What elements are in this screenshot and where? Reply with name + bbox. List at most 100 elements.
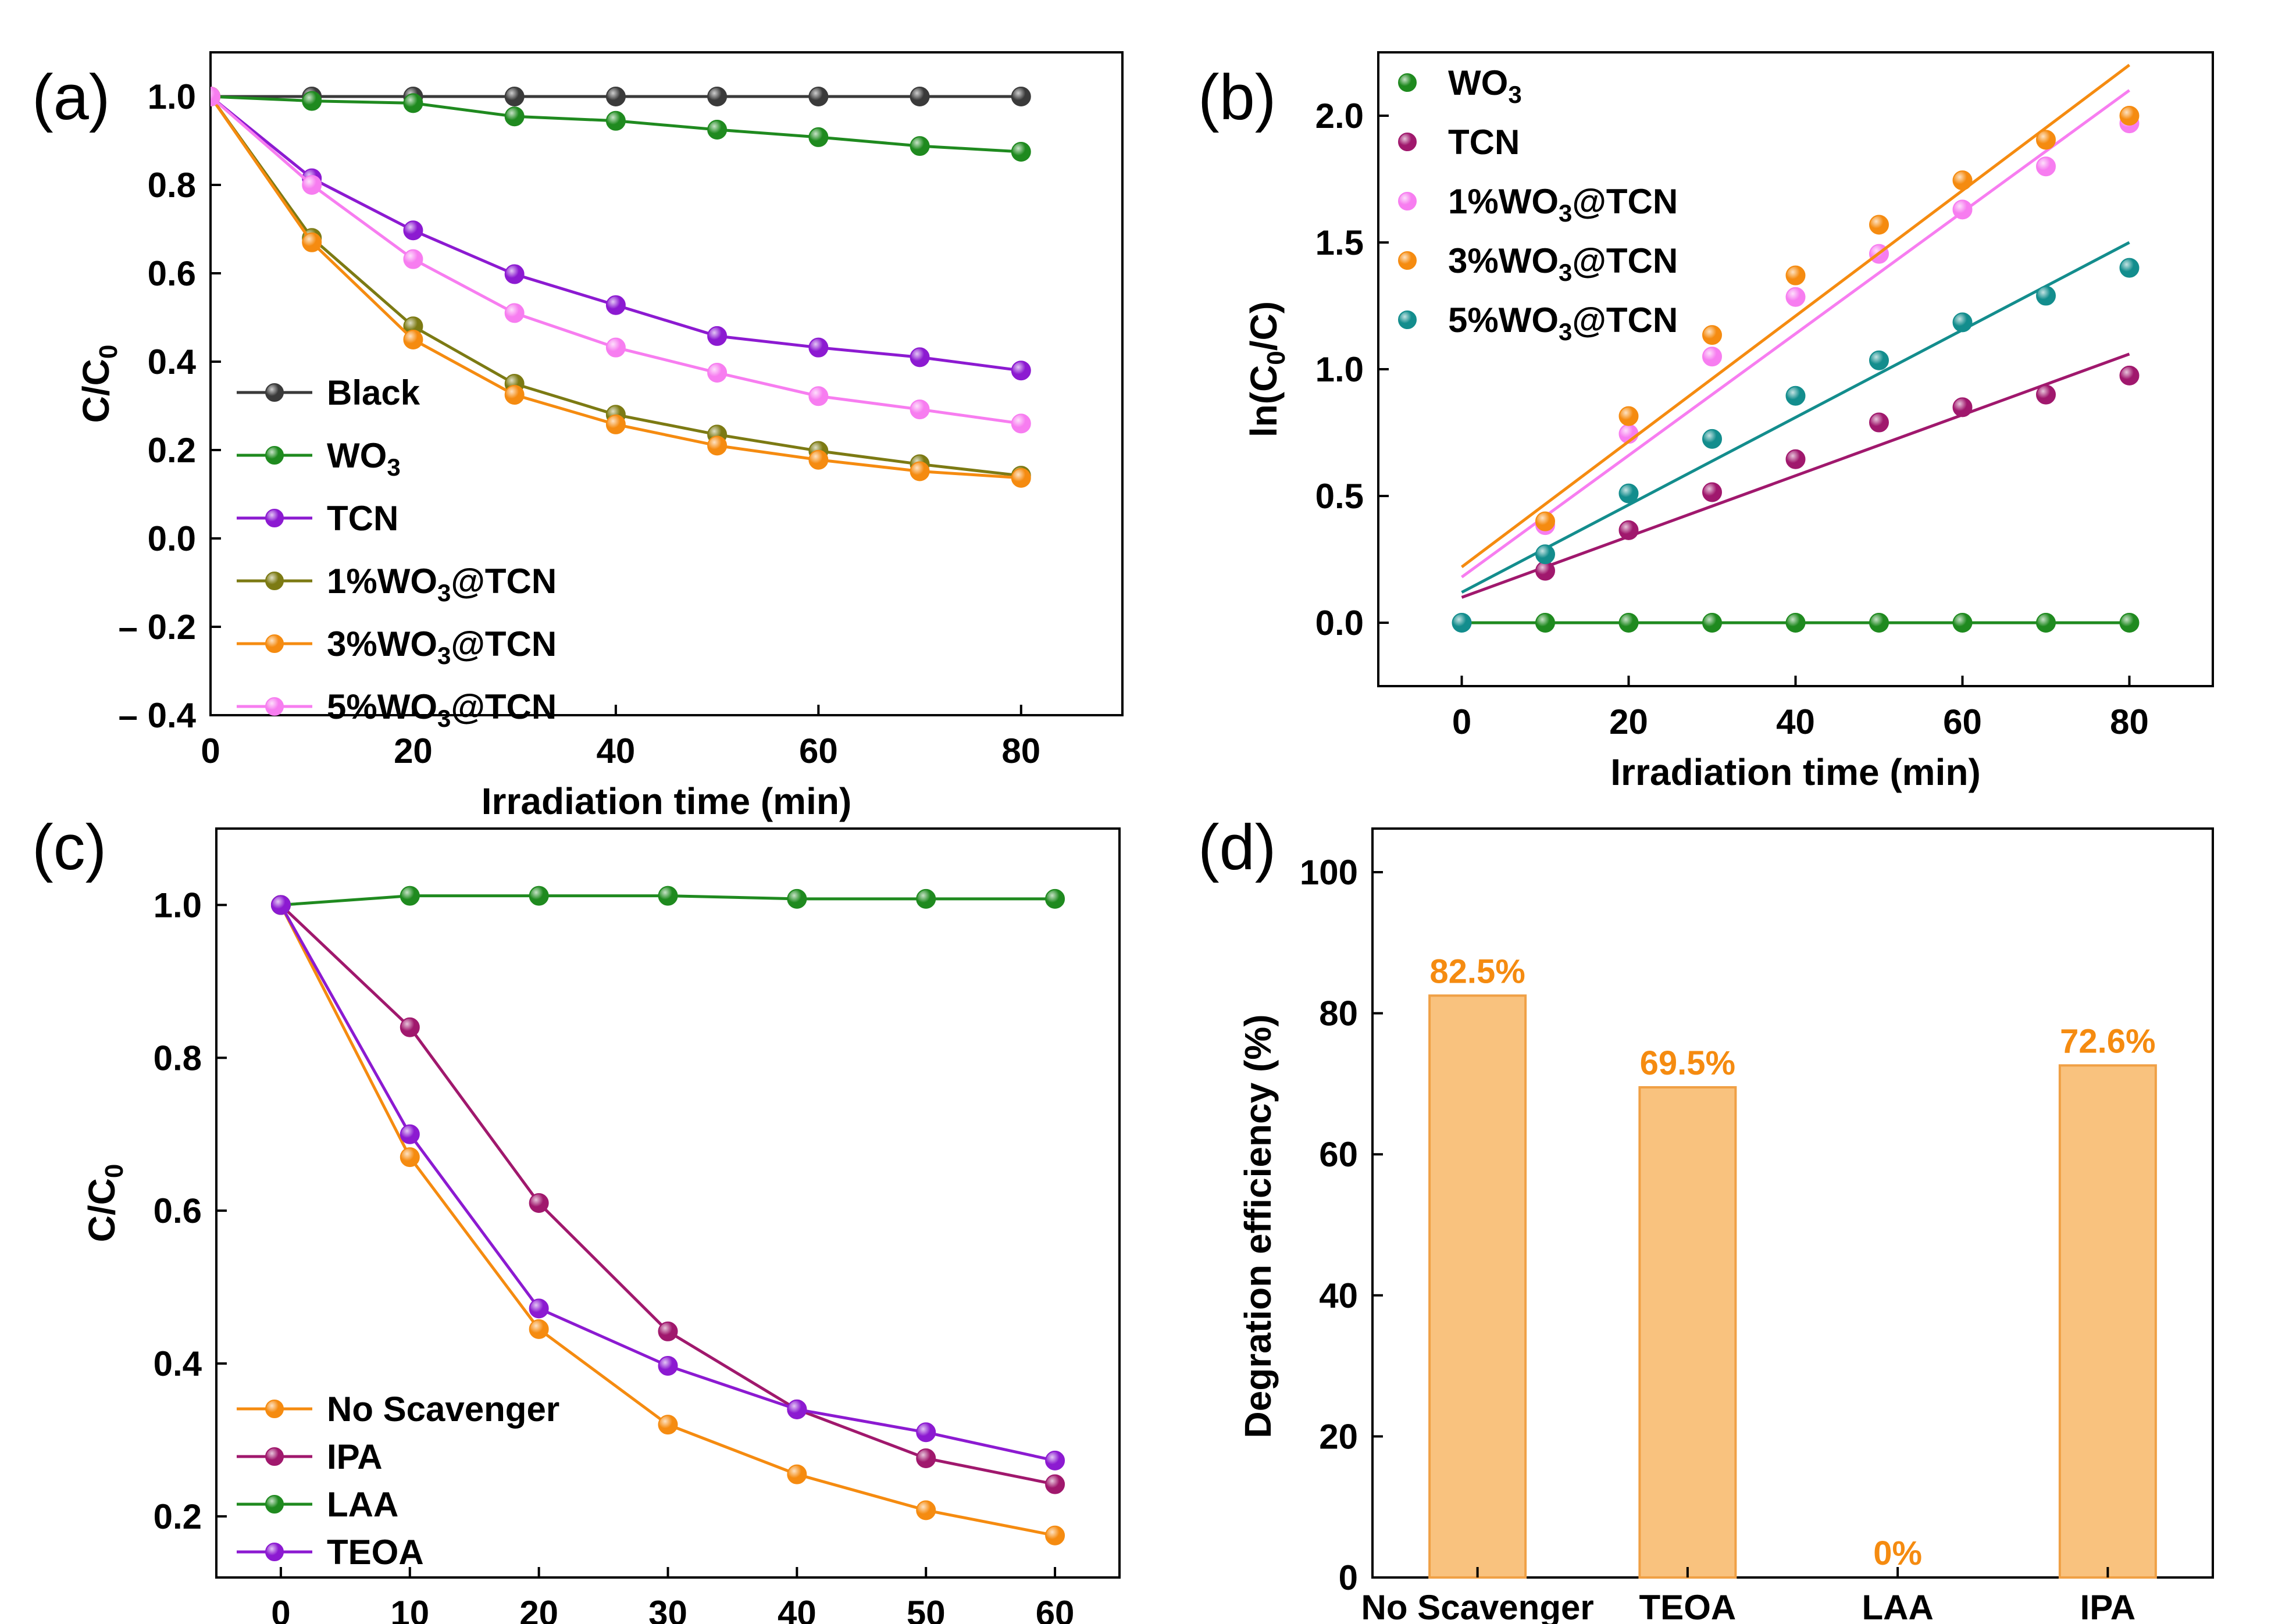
legend-label-main: No Scavenger <box>327 1390 559 1429</box>
legend-item-Black: Black <box>237 373 420 412</box>
legend-label-main: WO <box>327 436 387 475</box>
data-point <box>1702 347 1722 367</box>
series-Black <box>211 87 1031 106</box>
data-point <box>1535 613 1555 633</box>
y-axis-title-main: ln(C <box>1243 365 1285 437</box>
data-point <box>400 886 420 906</box>
legend-label: 1%WO3@TCN <box>1448 182 1678 227</box>
data-point <box>707 363 728 383</box>
x-tick-label: 20 <box>1609 702 1648 741</box>
legend-label-main: TEOA <box>327 1533 424 1572</box>
legend-label-main: TCN <box>327 499 398 538</box>
legend-marker <box>265 1543 284 1561</box>
data-point <box>302 232 322 252</box>
legend: No Scavenger IPA LAA TEOA <box>237 1390 559 1572</box>
x-tick-label: 50 <box>907 1594 946 1624</box>
legend-marker <box>1398 192 1417 210</box>
data-point <box>605 414 626 434</box>
x-tick-label: 60 <box>1036 1594 1075 1624</box>
legend-label: WO3 <box>327 436 401 481</box>
data-point <box>605 295 626 315</box>
data-point <box>605 87 626 106</box>
bar <box>1428 994 1527 1579</box>
data-point <box>302 175 322 195</box>
legend-label-main: Black <box>327 373 420 412</box>
legend-label-main: IPA <box>327 1437 383 1476</box>
x-tick-label: LAA <box>1862 1588 1933 1624</box>
x-tick-label: 60 <box>799 731 838 770</box>
y-tick-label: 0.0 <box>1315 604 1364 643</box>
panel-b: (b) 0.0 0.5 1.0 1.5 2.0 0 20 40 60 80 Irradiation t… <box>1198 51 2214 793</box>
bar-group-LAA: 0% LAA <box>1862 1534 1933 1624</box>
data-point <box>403 330 423 349</box>
plot-area <box>1452 63 2140 633</box>
panel-label: (d) <box>1198 812 1276 883</box>
legend-label-main: 3%WO <box>327 624 437 663</box>
data-point <box>400 1147 420 1168</box>
data-point <box>658 886 678 906</box>
data-point <box>1618 406 1639 426</box>
data-point <box>1785 287 1806 307</box>
data-point <box>2036 285 2056 306</box>
panel-label: (c) <box>32 812 106 883</box>
data-point <box>1702 429 1722 449</box>
legend-label: 5%WO3@TCN <box>1448 301 1678 345</box>
data-point <box>1618 483 1639 504</box>
data-point <box>2119 365 2140 386</box>
y-tick-label: 0 <box>1339 1558 1358 1597</box>
legend-label: TCN <box>327 499 398 538</box>
legend-marker <box>265 572 284 590</box>
data-point <box>787 1399 807 1419</box>
data-point <box>1869 412 1889 433</box>
data-point <box>1045 1525 1065 1546</box>
y-axis-title: ln(C0/C) <box>1243 301 1290 437</box>
legend-item-5%WO3@TCN: 5%WO3@TCN <box>1398 301 1678 345</box>
legend-marker <box>1398 73 1417 92</box>
legend-label: LAA <box>327 1485 398 1524</box>
series-WO3 <box>1461 613 2140 633</box>
data-point <box>1952 613 1973 633</box>
fit-line <box>1460 63 2131 569</box>
data-point <box>808 449 829 470</box>
plot-frame <box>209 51 1124 716</box>
data-point <box>910 399 930 420</box>
y-tick-label: 0.2 <box>154 1497 202 1536</box>
bar-group-No Scavenger: 82.5% No Scavenger <box>1361 952 1594 1624</box>
y-axis-title: Degration efficiency (%) <box>1237 1014 1279 1438</box>
legend-label-main: LAA <box>327 1485 398 1524</box>
legend-item-No Scavenger: No Scavenger <box>237 1390 559 1429</box>
data-point <box>658 1321 678 1341</box>
data-point <box>1618 613 1639 633</box>
legend-label-tail: @TCN <box>1572 241 1678 280</box>
data-point <box>707 436 728 456</box>
data-point <box>529 1298 549 1319</box>
x-tick-label: 0 <box>201 731 220 770</box>
plot-area <box>211 87 1031 488</box>
data-point <box>1952 199 1973 220</box>
data-point <box>1869 350 1889 370</box>
data-point <box>1535 511 1555 531</box>
x-tick-label: 40 <box>778 1594 817 1624</box>
legend-item-WO3: WO3 <box>1398 63 1522 108</box>
data-point <box>2119 258 2140 278</box>
data-point <box>504 106 525 127</box>
data-point <box>808 87 829 106</box>
data-point <box>605 337 626 358</box>
data-point <box>1785 386 1806 406</box>
y-tick-label: 60 <box>1319 1135 1358 1174</box>
fit-line <box>1461 89 2130 579</box>
data-point <box>211 87 220 106</box>
legend-label-sub: 3 <box>387 454 400 481</box>
series-3%WO3@TCN <box>1460 63 2140 569</box>
data-point <box>658 1355 678 1376</box>
data-point <box>1011 361 1031 381</box>
legend-label: Black <box>327 373 420 412</box>
legend-label-tail: @TCN <box>1572 301 1678 340</box>
legend-item-TCN: TCN <box>237 499 398 538</box>
y-axis-title: C/C0 <box>75 345 123 423</box>
x-tick-label: 60 <box>1943 702 1982 741</box>
data-point <box>1869 215 1889 235</box>
legend-marker <box>265 1495 284 1514</box>
legend-marker <box>265 446 284 465</box>
